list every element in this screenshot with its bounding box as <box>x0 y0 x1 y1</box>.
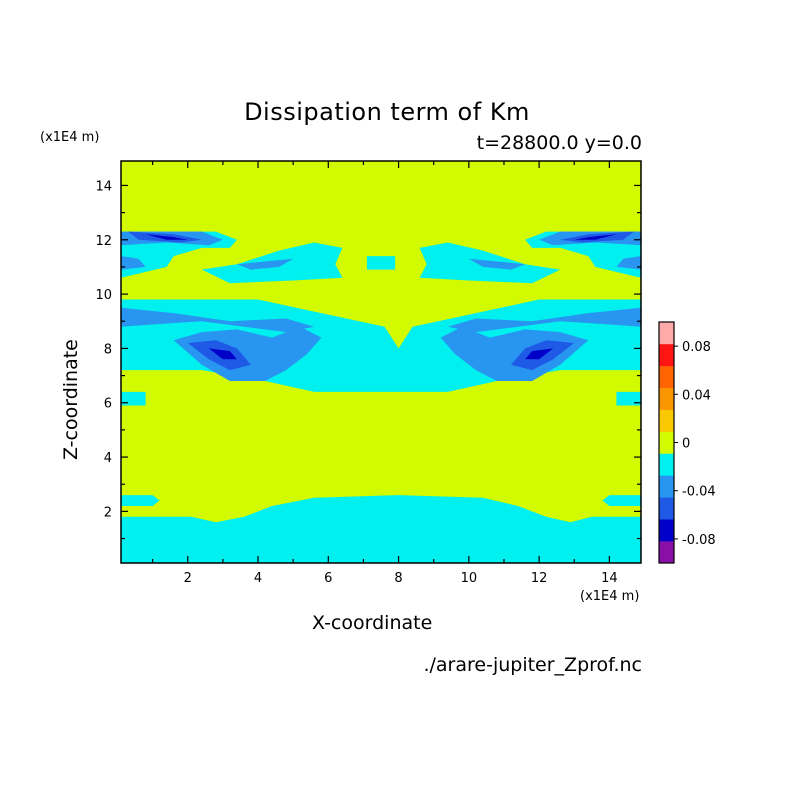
chart-subtitle: t=28800.0 y=0.0 <box>476 132 642 154</box>
contour-region <box>121 495 160 506</box>
colorbar-segment <box>659 541 674 564</box>
colorbar-segment <box>659 409 674 432</box>
chart-title: Dissipation term of Km <box>244 98 530 126</box>
x-tick-label: 4 <box>254 571 262 586</box>
contour-region <box>440 326 589 381</box>
x-tick-label: 10 <box>461 571 478 586</box>
colorbar-segment <box>659 343 674 367</box>
y-axis-ticks: 2 4 6 8 10 12 14 <box>95 179 641 540</box>
x-axis-ticks: 2 4 6 8 10 12 14 <box>152 161 618 586</box>
plot-border <box>120 160 642 564</box>
contour-region <box>121 391 146 406</box>
y-tick-label: 10 <box>95 288 112 303</box>
contour-region <box>447 307 641 333</box>
colorbar-segment <box>659 475 674 498</box>
contour-region <box>574 234 617 240</box>
y-tick-label: 4 <box>104 451 112 466</box>
contour-region <box>616 391 641 406</box>
colorbar-segment <box>659 387 674 410</box>
colorbar-tick-label: 0.04 <box>682 388 711 403</box>
x-axis-unit: (x1E4 m) <box>580 589 640 604</box>
plot-frame <box>120 160 642 564</box>
contour-region <box>208 348 237 360</box>
y-tick-label: 8 <box>104 342 112 357</box>
colorbar-tick-label: -0.04 <box>682 485 716 500</box>
colorbar-segment <box>659 365 674 389</box>
y-tick-label: 12 <box>95 234 112 249</box>
contour-region <box>366 256 396 270</box>
colorbar-tick-label: 0 <box>682 437 690 452</box>
colorbar-segment <box>659 453 674 476</box>
colorbar-tick-label: 0.08 <box>682 340 711 355</box>
colorbar-segment <box>659 497 674 520</box>
contour-region <box>121 256 146 270</box>
x-tick-label: 8 <box>394 571 402 586</box>
x-tick-label: 14 <box>601 571 618 586</box>
contour-region <box>121 495 641 563</box>
colorbar-segment <box>659 519 674 542</box>
contour-region <box>236 258 294 270</box>
y-tick-label: 6 <box>104 397 112 412</box>
contour-region <box>145 234 188 240</box>
y-tick-label: 14 <box>95 179 112 194</box>
source-file-label: ./arare-jupiter_Zprof.nc <box>423 654 642 676</box>
y-axis-unit: (x1E4 m) <box>40 130 100 145</box>
colorbar <box>658 321 675 564</box>
y-tick-label: 2 <box>104 505 112 520</box>
colorbar-ticks: -0.08 -0.04 0 0.04 0.08 <box>674 340 716 548</box>
x-tick-label: 2 <box>184 571 192 586</box>
colorbar-segment <box>659 431 674 454</box>
contour-region <box>468 258 526 270</box>
contour-region <box>602 495 641 506</box>
contour-region <box>121 307 315 333</box>
colorbar-tick-label: -0.08 <box>682 533 716 548</box>
contour-region <box>616 256 641 270</box>
x-tick-label: 12 <box>531 571 548 586</box>
contour-region <box>173 326 322 381</box>
x-tick-label: 6 <box>324 571 332 586</box>
colorbar-segment <box>659 322 674 345</box>
x-axis-label: X-coordinate <box>312 612 433 634</box>
contour-region <box>525 348 554 360</box>
plot-area <box>121 161 641 563</box>
